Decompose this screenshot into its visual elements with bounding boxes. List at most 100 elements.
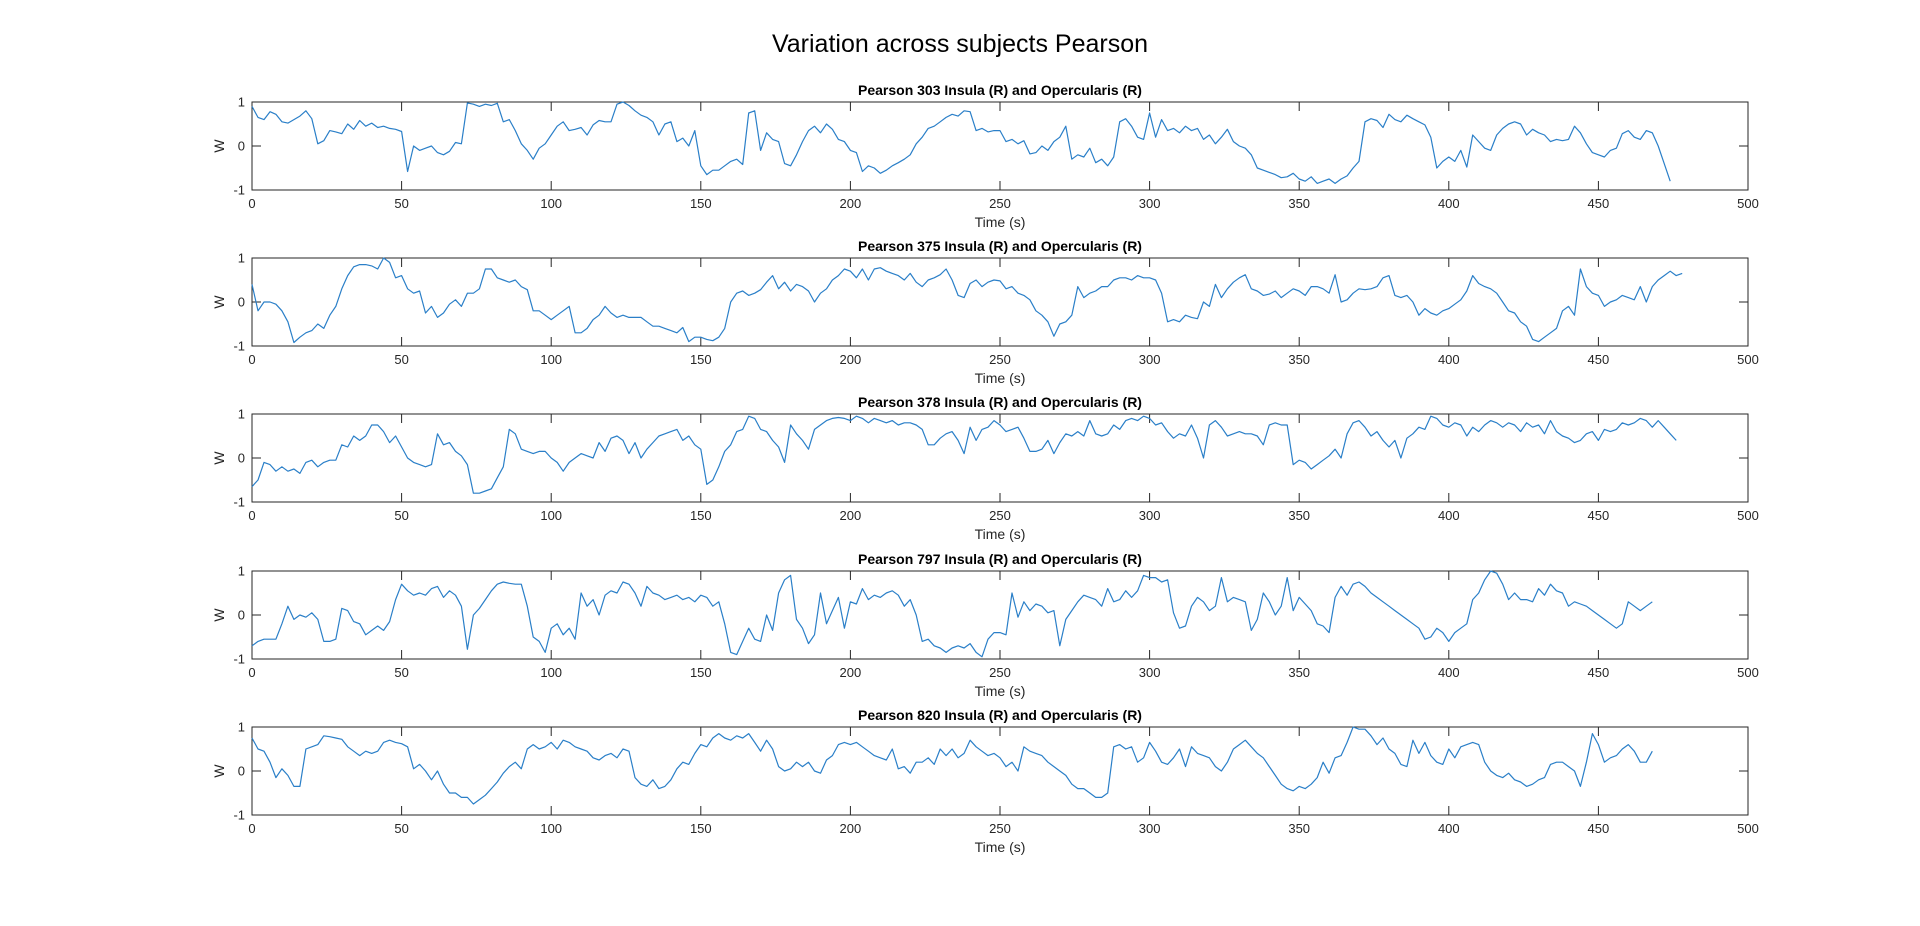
x-tick-label: 500 [1737, 665, 1759, 680]
x-tick-label: 200 [840, 508, 862, 523]
subplot-title: Pearson 375 Insula (R) and Opercularis (… [858, 238, 1142, 254]
x-tick-label: 300 [1139, 821, 1161, 836]
series-line [251, 415, 1677, 494]
subplot-4: 0 50 100 150 200 250 300 350 400 450 500-101Pearso… [211, 551, 1759, 699]
y-tick-label: 1 [238, 407, 245, 422]
subplot-title: Pearson 303 Insula (R) and Opercularis (… [858, 82, 1142, 98]
axes-box [251, 257, 1749, 347]
series-line [251, 101, 1671, 184]
x-tick-label: 250 [989, 196, 1011, 211]
x-tick-label: 450 [1588, 508, 1610, 523]
x-tick-label: 500 [1737, 508, 1759, 523]
series-line [251, 257, 1683, 344]
x-tick-label: 400 [1438, 196, 1460, 211]
x-tick-label: 150 [690, 196, 712, 211]
x-tick-label: 250 [989, 821, 1011, 836]
y-tick-label: 1 [238, 720, 245, 735]
y-axis-label: W [211, 764, 227, 778]
subplot-title: Pearson 378 Insula (R) and Opercularis (… [858, 394, 1142, 410]
x-tick-label: 100 [540, 665, 562, 680]
x-tick-label: 500 [1737, 821, 1759, 836]
x-tick-label: 450 [1588, 352, 1610, 367]
series-line [251, 570, 1653, 658]
x-tick-label: 0 [248, 508, 255, 523]
series-line [251, 726, 1653, 805]
y-tick-label: -1 [233, 183, 245, 198]
x-tick-label: 350 [1288, 665, 1310, 680]
x-tick-label: 50 [394, 821, 408, 836]
subplot-1: 0 50 100 150 200 250 300 350 400 450 500-101Pearso… [211, 82, 1759, 230]
subplot-2: 0 50 100 150 200 250 300 350 400 450 500-101Pearso… [211, 238, 1759, 386]
x-tick-label: 400 [1438, 352, 1460, 367]
x-tick-label: 150 [690, 665, 712, 680]
x-tick-label: 50 [394, 196, 408, 211]
axes-box [251, 101, 1749, 191]
x-tick-label: 350 [1288, 508, 1310, 523]
y-tick-label: 0 [238, 139, 245, 154]
x-tick-label: 400 [1438, 508, 1460, 523]
subplot-3: 0 50 100 150 200 250 300 350 400 450 500-101Pearso… [211, 394, 1759, 542]
x-tick-label: 500 [1737, 196, 1759, 211]
x-tick-label: 400 [1438, 821, 1460, 836]
y-tick-label: -1 [233, 495, 245, 510]
x-tick-label: 50 [394, 508, 408, 523]
x-tick-label: 0 [248, 352, 255, 367]
x-tick-label: 400 [1438, 665, 1460, 680]
y-tick-label: 0 [238, 295, 245, 310]
subplot-5: 0 50 100 150 200 250 300 350 400 450 500-101Pearso… [211, 707, 1759, 855]
x-tick-label: 200 [840, 665, 862, 680]
y-axis-label: W [211, 451, 227, 465]
y-tick-label: -1 [233, 808, 245, 823]
x-tick-label: 350 [1288, 821, 1310, 836]
figure-title: Variation across subjects Pearson [771, 30, 1149, 58]
x-tick-label: 450 [1588, 196, 1610, 211]
x-tick-label: 0 [248, 196, 255, 211]
x-tick-label: 150 [690, 508, 712, 523]
x-tick-label: 250 [989, 665, 1011, 680]
x-tick-label: 350 [1288, 352, 1310, 367]
x-tick-label: 150 [690, 352, 712, 367]
y-tick-label: 0 [238, 451, 245, 466]
x-tick-label: 150 [690, 821, 712, 836]
x-tick-label: 100 [540, 352, 562, 367]
x-tick-label: 100 [540, 508, 562, 523]
y-tick-label: -1 [233, 339, 245, 354]
x-tick-label: 50 [394, 352, 408, 367]
x-tick-label: 450 [1588, 821, 1610, 836]
x-tick-label: 250 [989, 352, 1011, 367]
x-tick-label: 350 [1288, 196, 1310, 211]
x-tick-label: 250 [989, 508, 1011, 523]
x-tick-label: 300 [1139, 196, 1161, 211]
y-axis-label: W [211, 139, 227, 153]
x-tick-label: 100 [540, 196, 562, 211]
x-tick-label: 200 [840, 196, 862, 211]
y-tick-label: 1 [238, 564, 245, 579]
x-tick-label: 0 [248, 665, 255, 680]
subplot-title: Pearson 797 Insula (R) and Opercularis (… [858, 551, 1142, 567]
y-tick-label: 1 [238, 251, 245, 266]
x-tick-label: 0 [248, 821, 255, 836]
x-axis-label: Time (s) [975, 683, 1026, 699]
x-tick-label: 200 [840, 352, 862, 367]
x-tick-label: 450 [1588, 665, 1610, 680]
x-axis-label: Time (s) [975, 214, 1026, 230]
y-tick-label: -1 [233, 652, 245, 667]
x-tick-label: 300 [1139, 665, 1161, 680]
x-tick-label: 100 [540, 821, 562, 836]
x-axis-label: Time (s) [975, 526, 1026, 542]
x-tick-label: 300 [1139, 508, 1161, 523]
x-tick-label: 50 [394, 665, 408, 680]
y-tick-label: 0 [238, 608, 245, 623]
x-tick-label: 500 [1737, 352, 1759, 367]
axes-box [251, 570, 1749, 660]
x-axis-label: Time (s) [975, 370, 1026, 386]
x-axis-label: Time (s) [975, 839, 1026, 855]
y-axis-label: W [211, 295, 227, 309]
subplot-title: Pearson 820 Insula (R) and Opercularis (… [858, 707, 1142, 723]
x-tick-label: 200 [840, 821, 862, 836]
x-tick-label: 300 [1139, 352, 1161, 367]
y-tick-label: 1 [238, 95, 245, 110]
y-tick-label: 0 [238, 764, 245, 779]
